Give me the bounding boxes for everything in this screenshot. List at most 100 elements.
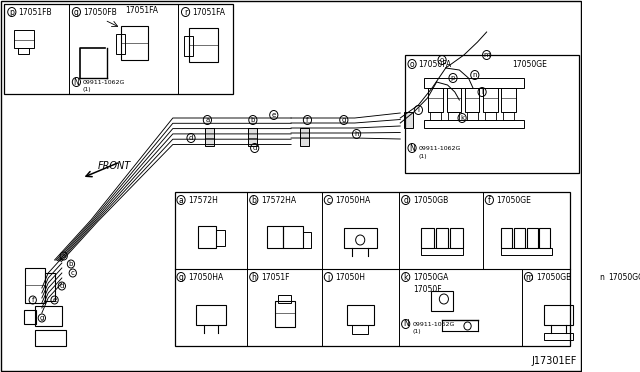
Bar [485, 112, 496, 120]
Text: q: q [74, 7, 79, 16]
Bar [283, 226, 303, 248]
Text: c: c [71, 270, 75, 276]
Text: 17572HA: 17572HA [261, 196, 296, 205]
Bar [352, 325, 369, 334]
Text: N: N [74, 77, 79, 87]
Bar [527, 228, 538, 248]
Bar [116, 34, 125, 54]
Bar [248, 128, 257, 146]
Bar [266, 226, 283, 248]
Bar [404, 112, 413, 128]
Text: e: e [271, 112, 276, 118]
Bar [424, 78, 524, 88]
Bar [421, 228, 434, 248]
Bar [501, 88, 516, 112]
Bar [451, 228, 463, 248]
Bar [196, 305, 225, 325]
Bar [4, 4, 233, 94]
Text: r: r [184, 7, 187, 16]
Text: p: p [451, 75, 455, 81]
Text: m: m [525, 273, 532, 282]
Text: N: N [409, 144, 415, 153]
Text: 17050GB: 17050GB [413, 196, 448, 205]
Text: 17050HA: 17050HA [188, 273, 223, 282]
Text: 09911-1062G: 09911-1062G [413, 321, 455, 327]
Text: f: f [306, 117, 308, 123]
Text: 17050H: 17050H [335, 273, 365, 282]
Bar [449, 112, 460, 120]
Bar [45, 273, 54, 301]
Bar [18, 48, 29, 54]
Bar [544, 333, 573, 340]
Bar [347, 305, 374, 325]
Text: l: l [481, 89, 483, 95]
Text: k: k [460, 115, 464, 121]
Text: h: h [355, 131, 359, 137]
Bar [216, 230, 225, 246]
Text: a: a [205, 117, 209, 123]
Bar [175, 192, 570, 346]
Text: 17050HA: 17050HA [335, 196, 371, 205]
Text: d: d [189, 135, 193, 141]
Bar [465, 88, 479, 112]
Bar [13, 30, 34, 48]
Text: 17050GA: 17050GA [413, 273, 449, 282]
Text: 17050GE: 17050GE [512, 60, 547, 68]
Text: n: n [599, 273, 604, 282]
Text: J17301EF: J17301EF [531, 356, 577, 366]
Text: e: e [52, 297, 57, 303]
Text: g: g [179, 273, 184, 282]
Text: 17051FA: 17051FA [125, 6, 159, 15]
Text: 17051FA: 17051FA [192, 7, 225, 16]
Bar [26, 268, 45, 303]
Text: j: j [327, 273, 330, 282]
Text: 17051FB: 17051FB [18, 7, 52, 16]
Bar [447, 88, 461, 112]
Text: f: f [488, 196, 491, 205]
Text: N: N [403, 320, 408, 328]
Text: m: m [483, 52, 490, 58]
Text: 17050FB: 17050FB [83, 7, 116, 16]
Bar [436, 228, 449, 248]
Text: a: a [61, 253, 66, 259]
Bar [618, 303, 637, 325]
Bar [428, 88, 443, 112]
Bar [184, 36, 193, 56]
Text: h: h [252, 273, 256, 282]
Bar [637, 311, 640, 325]
Text: (1): (1) [413, 330, 422, 334]
Bar [24, 310, 36, 324]
Bar [431, 291, 453, 311]
Bar [467, 112, 477, 120]
Text: 17050GB: 17050GB [536, 273, 571, 282]
Text: b: b [68, 261, 73, 267]
Text: o: o [440, 57, 444, 63]
Bar [421, 248, 463, 255]
Text: 09911-1062G: 09911-1062G [419, 145, 461, 151]
Bar [275, 301, 294, 327]
Text: d: d [253, 145, 257, 151]
Text: 17051F: 17051F [261, 273, 289, 282]
Text: g: g [342, 117, 346, 123]
Text: n: n [472, 72, 477, 78]
Text: a: a [179, 196, 184, 205]
Bar [430, 112, 441, 120]
Bar [189, 28, 218, 62]
Text: d: d [60, 283, 64, 289]
Text: b: b [251, 117, 255, 123]
Text: d: d [403, 196, 408, 205]
Bar [278, 295, 291, 303]
Text: c: c [326, 196, 330, 205]
Bar [303, 232, 311, 248]
Text: 09911-1062G: 09911-1062G [83, 80, 125, 84]
Text: f: f [31, 297, 34, 303]
Bar [205, 128, 214, 146]
Text: o: o [410, 60, 414, 68]
Bar [501, 248, 552, 255]
Bar [404, 55, 579, 173]
Text: k: k [403, 273, 408, 282]
Bar [540, 228, 550, 248]
Bar [483, 88, 497, 112]
Text: 17050F: 17050F [413, 285, 442, 294]
Bar [503, 112, 514, 120]
